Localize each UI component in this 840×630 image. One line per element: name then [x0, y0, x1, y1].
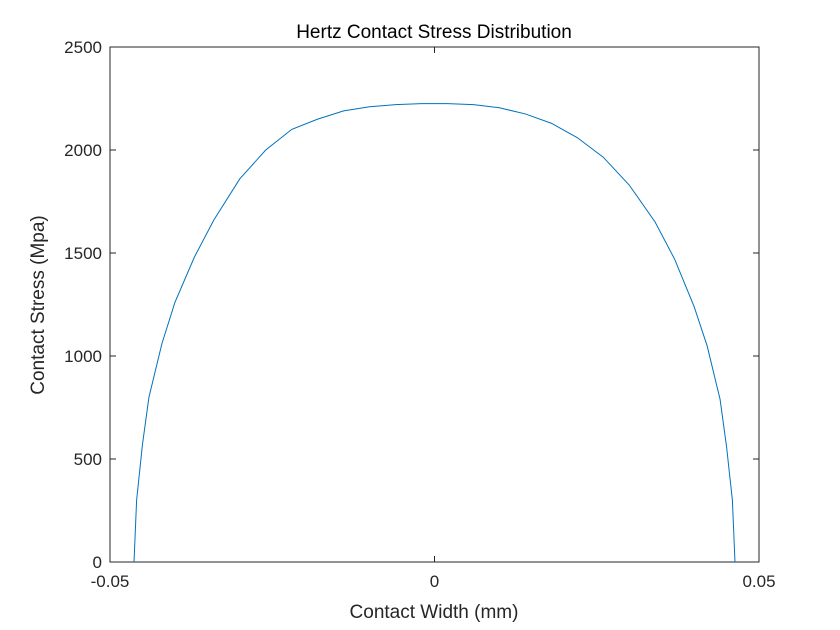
x-tick-label: 0: [430, 572, 439, 591]
y-tick-label: 1500: [64, 244, 102, 263]
y-axis-title: Contact Stress (Mpa): [28, 215, 49, 395]
y-tick-label: 0: [93, 553, 102, 572]
x-axis-title: Contact Width (mm): [350, 602, 519, 623]
axes-box: [109, 46, 760, 563]
chart-title: Hertz Contact Stress Distribution: [296, 22, 572, 43]
y-tick-label: 1000: [64, 347, 102, 366]
y-tick-label: 2000: [64, 141, 102, 160]
series-line: [133, 103, 736, 563]
y-tick-label: 500: [74, 450, 102, 469]
y-tick-label: 2500: [64, 38, 102, 57]
x-tick-label: -0.05: [91, 572, 130, 591]
x-tick-label: 0.05: [742, 572, 775, 591]
